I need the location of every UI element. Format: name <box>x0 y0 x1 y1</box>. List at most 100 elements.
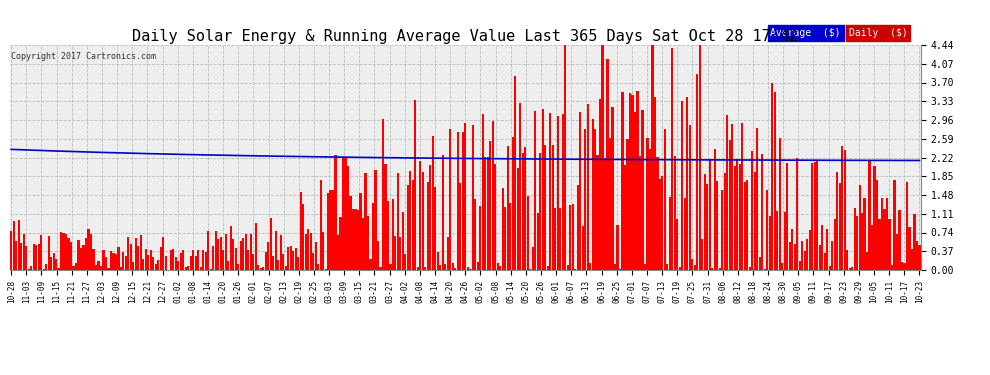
Bar <box>15 241 17 270</box>
Bar <box>540 153 542 270</box>
Bar <box>454 268 456 270</box>
Bar <box>891 266 893 270</box>
Bar <box>566 265 568 270</box>
Bar <box>437 252 439 270</box>
Bar <box>671 48 673 270</box>
Bar <box>195 256 197 270</box>
Bar <box>75 263 77 270</box>
Bar <box>509 203 511 270</box>
Bar <box>656 157 658 270</box>
Bar <box>282 254 284 270</box>
Bar <box>586 104 589 270</box>
Bar <box>489 141 491 270</box>
Bar <box>337 235 340 270</box>
Bar <box>549 112 551 270</box>
Bar <box>55 259 57 270</box>
Bar <box>561 114 563 270</box>
Bar <box>357 210 359 270</box>
Bar <box>911 249 913 270</box>
Bar <box>739 164 741 270</box>
Bar <box>45 264 48 270</box>
Bar <box>440 265 442 270</box>
Bar <box>858 185 860 270</box>
Bar <box>873 166 875 270</box>
Bar <box>829 266 831 270</box>
Bar <box>786 163 788 270</box>
Bar <box>627 140 629 270</box>
Bar <box>826 228 829 270</box>
Bar <box>893 180 896 270</box>
Text: Daily  ($): Daily ($) <box>848 28 908 38</box>
Bar <box>422 172 424 270</box>
Bar <box>446 237 448 270</box>
Bar <box>382 119 384 270</box>
Bar <box>617 225 619 270</box>
Bar <box>332 190 334 270</box>
Text: Copyright 2017 Cartronics.com: Copyright 2017 Cartronics.com <box>11 52 155 61</box>
Bar <box>574 269 576 270</box>
Bar <box>248 250 249 270</box>
Bar <box>202 250 204 270</box>
Bar <box>853 208 855 270</box>
Bar <box>644 264 646 270</box>
Bar <box>691 259 693 270</box>
Bar <box>159 247 162 270</box>
Bar <box>863 198 865 270</box>
Bar <box>387 201 389 270</box>
Bar <box>67 238 69 270</box>
Bar <box>524 147 527 270</box>
Bar <box>819 245 821 270</box>
Bar <box>364 172 366 270</box>
Bar <box>694 265 696 270</box>
Bar <box>816 160 818 270</box>
Bar <box>717 181 719 270</box>
Bar <box>164 256 167 270</box>
Bar <box>394 236 396 270</box>
Bar <box>791 229 793 270</box>
Bar <box>113 253 115 270</box>
Bar <box>435 188 437 270</box>
Bar <box>225 234 227 270</box>
Bar <box>284 266 287 270</box>
Bar <box>327 193 329 270</box>
Bar <box>257 265 259 270</box>
Bar <box>427 182 429 270</box>
Bar <box>789 242 791 270</box>
Bar <box>881 198 883 270</box>
Bar <box>471 125 474 270</box>
Bar <box>571 204 573 270</box>
Bar <box>149 251 151 270</box>
Bar <box>659 179 661 270</box>
Bar <box>551 145 553 270</box>
Bar <box>85 238 87 270</box>
Bar <box>761 154 763 270</box>
Bar <box>564 45 566 270</box>
Bar <box>267 242 269 270</box>
Bar <box>335 155 337 270</box>
Bar <box>107 267 110 270</box>
Bar <box>469 269 471 270</box>
Bar <box>389 264 391 270</box>
Bar <box>651 45 653 270</box>
Bar <box>459 183 461 270</box>
Bar <box>362 218 364 270</box>
Bar <box>464 123 466 270</box>
Bar <box>559 208 561 270</box>
Bar <box>836 172 839 270</box>
Bar <box>415 100 417 270</box>
Bar <box>279 234 282 270</box>
Bar <box>254 223 256 270</box>
Bar <box>676 219 678 270</box>
Bar <box>579 112 581 270</box>
Bar <box>722 190 724 270</box>
Bar <box>262 267 264 270</box>
Bar <box>899 210 901 270</box>
Bar <box>666 264 668 270</box>
Bar <box>622 92 624 270</box>
Bar <box>661 176 663 270</box>
Bar <box>843 150 845 270</box>
Bar <box>102 250 105 270</box>
Bar <box>35 245 38 270</box>
Text: Average  ($): Average ($) <box>770 28 841 38</box>
Bar <box>497 263 499 270</box>
